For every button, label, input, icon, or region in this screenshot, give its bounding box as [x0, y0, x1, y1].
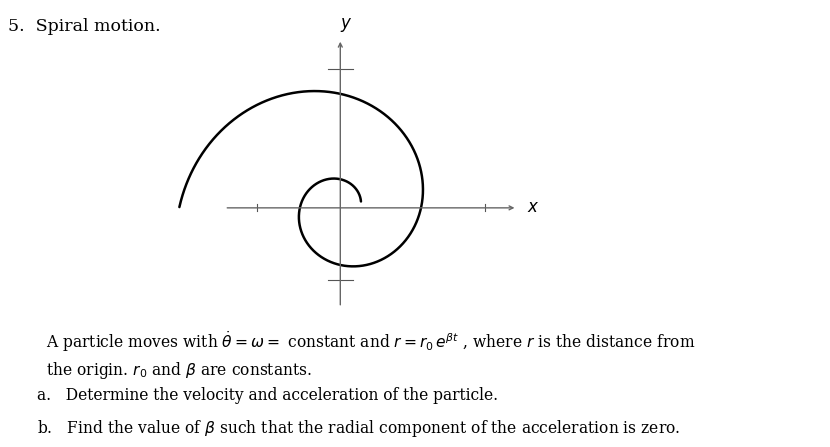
- Text: b.   Find the value of $\beta$ such that the radial component of the acceleratio: b. Find the value of $\beta$ such that t…: [37, 418, 681, 439]
- Text: A particle moves with $\dot{\theta} = \omega =$ constant and $r = r_0 \, e^{\bet: A particle moves with $\dot{\theta} = \o…: [46, 329, 696, 354]
- Text: $x$: $x$: [527, 199, 540, 216]
- Text: 5.  Spiral motion.: 5. Spiral motion.: [8, 18, 161, 35]
- Text: a.   Determine the velocity and acceleration of the particle.: a. Determine the velocity and accelerati…: [37, 387, 499, 404]
- Text: $y$: $y$: [339, 16, 353, 34]
- Text: the origin. $r_0$ and $\beta$ are constants.: the origin. $r_0$ and $\beta$ are consta…: [46, 360, 312, 381]
